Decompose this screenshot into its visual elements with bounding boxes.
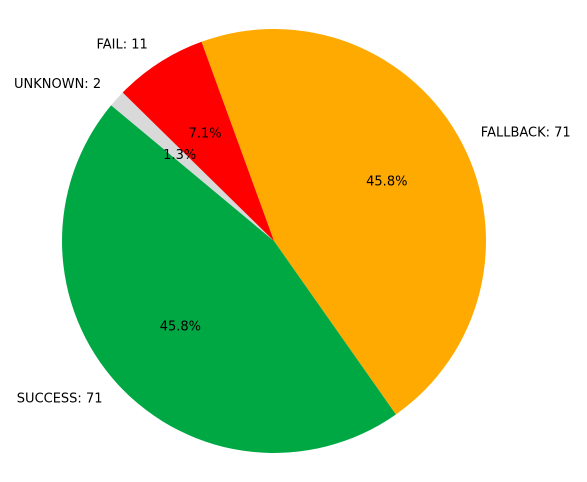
pie-slice-fail — [122, 41, 274, 241]
pie-category-label-success: SUCCESS: 71 — [17, 392, 103, 407]
pie-slice-success — [62, 105, 396, 453]
pie-slice-unknown — [111, 92, 274, 241]
pie-wedges — [62, 29, 486, 453]
pie-slice-fallback — [201, 29, 486, 415]
pie-percent-label-unknown: 1.3% — [163, 148, 196, 163]
pie-category-label-fallback: FALLBACK: 71 — [481, 126, 571, 141]
pie-category-label-fail: FAIL: 11 — [96, 37, 147, 52]
pie-percent-label-fallback: 45.8% — [366, 175, 407, 190]
pie-percent-label-success: 45.8% — [160, 320, 201, 335]
pie-percent-label-fail: 7.1% — [189, 127, 222, 142]
pie-category-label-unknown: UNKNOWN: 2 — [14, 77, 101, 92]
pie-labels: 45.8% FALLBACK: 71 45.8% SUCCESS: 71 1.3% UNK… — [14, 37, 571, 406]
